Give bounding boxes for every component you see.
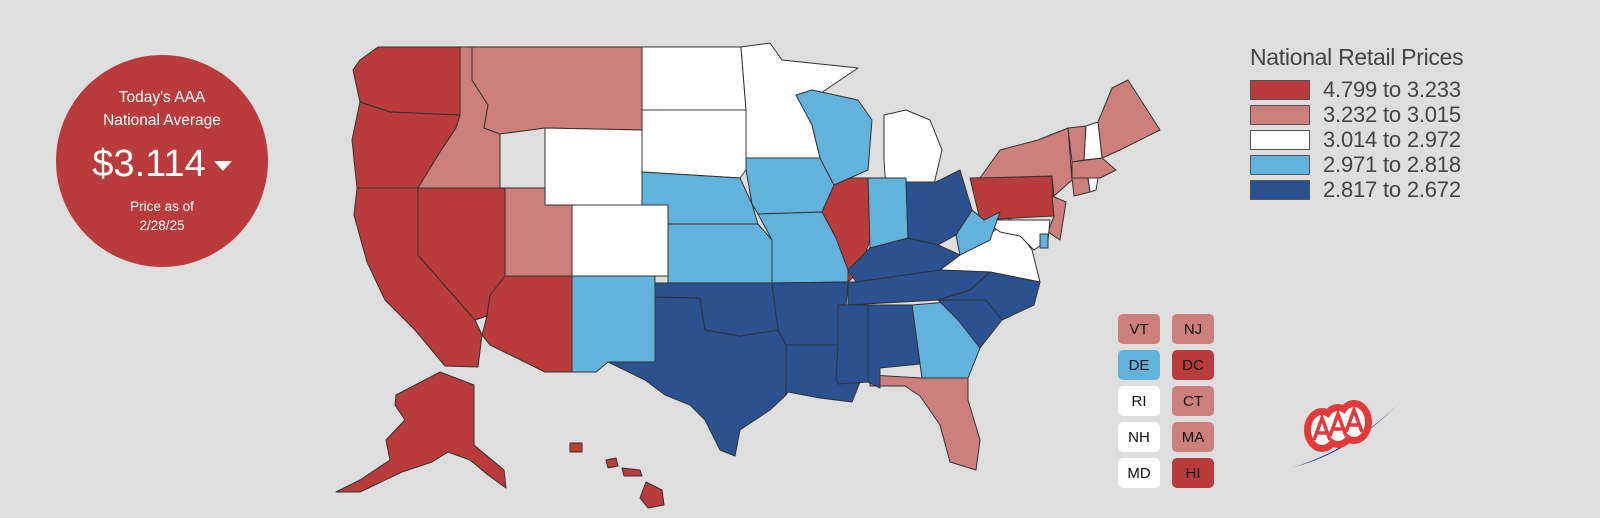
legend-row: 2.971 to 2.818 (1250, 152, 1463, 177)
state-pa[interactable] (969, 175, 1055, 221)
legend-row: 3.232 to 3.015 (1250, 102, 1463, 127)
state-ar[interactable] (771, 281, 849, 346)
state-nm[interactable] (571, 275, 656, 373)
legend-label: 3.014 to 2.972 (1323, 126, 1461, 152)
state-ri[interactable] (1087, 177, 1099, 193)
average-price: $3.114 (56, 143, 268, 185)
average-title: Today's AAA National Average (56, 86, 268, 132)
state-box-hi[interactable]: HI (1172, 458, 1214, 488)
average-price-value: $3.114 (92, 143, 206, 185)
state-box-ma[interactable]: MA (1172, 422, 1214, 452)
legend-row: 2.817 to 2.672 (1250, 177, 1463, 202)
trend-down-icon (213, 160, 232, 171)
state-ky[interactable] (847, 237, 961, 283)
average-date: Price as of 2/28/25 (56, 197, 268, 235)
state-nd[interactable] (641, 46, 747, 111)
state-box-nj[interactable]: NJ (1172, 314, 1214, 344)
aaa-logo (1290, 400, 1400, 468)
state-mo[interactable] (757, 211, 849, 284)
state-sc[interactable] (937, 299, 1003, 349)
state-box-vt[interactable]: VT (1118, 314, 1160, 344)
state-ia[interactable] (745, 157, 835, 215)
state-ks[interactable] (667, 223, 773, 284)
legend-label: 2.971 to 2.818 (1323, 151, 1461, 177)
average-date-line1: Price as of (130, 199, 194, 214)
state-ct[interactable] (1071, 177, 1091, 197)
legend-label: 2.817 to 2.672 (1323, 176, 1461, 202)
legend-swatch (1250, 129, 1310, 150)
legend-swatch (1250, 104, 1310, 125)
state-mi[interactable] (883, 109, 943, 189)
state-wy[interactable] (544, 127, 643, 206)
state-de[interactable] (1039, 233, 1049, 249)
state-mt[interactable] (471, 46, 643, 135)
state-fl[interactable] (869, 374, 981, 471)
average-title-line2: National Average (103, 112, 221, 129)
state-me[interactable] (1097, 79, 1161, 159)
legend-swatch (1250, 79, 1310, 100)
state-nh[interactable] (1083, 121, 1103, 161)
state-sd[interactable] (641, 109, 747, 179)
legend-label: 3.232 to 3.015 (1323, 101, 1461, 127)
state-box-de[interactable]: DE (1118, 350, 1160, 380)
state-oh[interactable] (905, 169, 973, 246)
legend-title: National Retail Prices (1250, 44, 1464, 70)
state-az[interactable] (481, 275, 573, 373)
legend-swatch (1250, 179, 1310, 200)
legend-swatch (1250, 154, 1310, 175)
state-nj[interactable] (1047, 195, 1067, 241)
state-box-ri[interactable]: RI (1118, 386, 1160, 416)
price-legend: National Retail Prices 4.799 to 3.233 3.2… (1250, 44, 1464, 202)
legend-row: 4.799 to 3.233 (1250, 77, 1463, 102)
legend-row: 3.014 to 2.972 (1250, 127, 1463, 152)
legend-label: 4.799 to 3.233 (1323, 76, 1461, 102)
state-co[interactable] (571, 204, 669, 277)
state-ak[interactable] (335, 371, 507, 493)
average-title-line1: Today's AAA (118, 89, 206, 106)
state-box-ct[interactable]: CT (1172, 386, 1214, 416)
state-ma[interactable] (1071, 157, 1117, 179)
state-box-dc[interactable]: DC (1172, 350, 1214, 380)
state-ny[interactable] (979, 127, 1073, 197)
state-ms[interactable] (835, 304, 869, 385)
national-average-badge: Today's AAA National Average $3.114 Pric… (56, 55, 268, 267)
state-wi[interactable] (795, 89, 873, 186)
average-date-line2: 2/28/25 (139, 218, 185, 233)
state-md[interactable] (983, 219, 1051, 251)
state-al[interactable] (867, 304, 921, 389)
state-in[interactable] (867, 177, 909, 249)
state-hi[interactable] (569, 442, 665, 509)
state-box-nh[interactable]: NH (1118, 422, 1160, 452)
state-box-md[interactable]: MD (1118, 458, 1160, 488)
